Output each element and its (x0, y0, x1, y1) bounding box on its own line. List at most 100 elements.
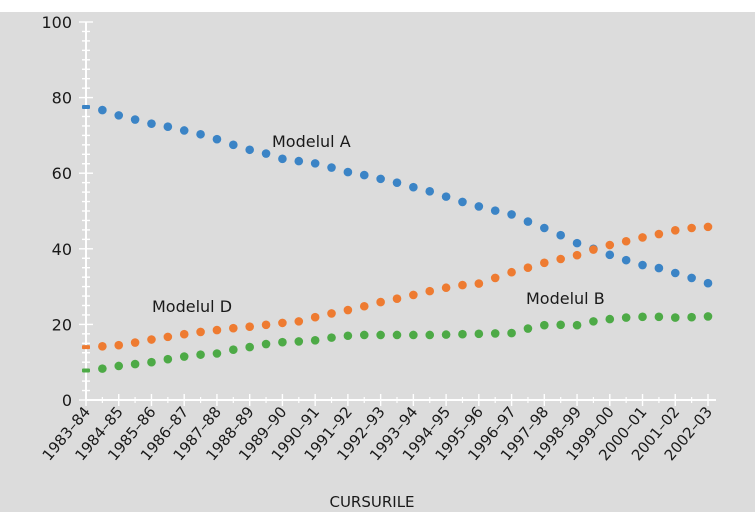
point-modelul-d (638, 233, 647, 242)
point-modelul-d (458, 280, 467, 290)
point-modelul-a (229, 140, 238, 150)
point-modelul-d (507, 267, 516, 277)
point-modelul-b (670, 313, 680, 322)
point-modelul-a (114, 111, 124, 120)
point-modelul-d (163, 332, 173, 342)
point-modelul-a (638, 260, 647, 270)
point-modelul-b (392, 330, 402, 340)
point-modelul-b (196, 350, 205, 359)
point-modelul-a (294, 156, 304, 166)
point-modelul-a (212, 134, 222, 144)
point-modelul-b (572, 320, 582, 330)
point-modelul-a (327, 163, 336, 172)
point-modelul-b (82, 368, 90, 373)
point-modelul-d (114, 340, 124, 350)
point-modelul-b (163, 354, 173, 364)
point-modelul-d (212, 325, 222, 335)
point-modelul-d (474, 279, 484, 288)
point-modelul-d (245, 322, 254, 331)
point-modelul-a (540, 223, 549, 233)
point-modelul-b (523, 324, 533, 333)
point-modelul-a (245, 145, 254, 155)
point-modelul-d (376, 297, 385, 307)
point-modelul-a (359, 170, 369, 180)
point-modelul-a (572, 238, 582, 248)
point-modelul-a (343, 167, 353, 177)
point-modelul-b (687, 312, 696, 322)
point-modelul-a (196, 129, 205, 139)
point-modelul-b (409, 330, 418, 340)
annotation-modelul-b: Modelul B (526, 289, 605, 308)
point-modelul-d (130, 338, 140, 347)
point-modelul-b (638, 312, 647, 322)
annotation-modelul-d: Modelul D (152, 297, 232, 316)
point-modelul-d (589, 245, 598, 254)
point-modelul-d (392, 294, 402, 303)
point-modelul-b (310, 335, 320, 345)
point-modelul-d (147, 335, 156, 344)
point-modelul-d (490, 273, 500, 283)
point-modelul-b (294, 337, 304, 346)
point-modelul-a (441, 192, 451, 201)
point-modelul-d (654, 229, 664, 239)
point-modelul-d (179, 329, 189, 339)
point-modelul-d (572, 250, 582, 260)
point-modelul-b (343, 331, 353, 341)
y-tick-label: 0 (62, 391, 72, 410)
point-modelul-b (425, 330, 435, 340)
point-modelul-b (490, 329, 500, 338)
point-modelul-b (245, 342, 254, 352)
y-tick-label: 20 (52, 315, 72, 334)
point-modelul-b (278, 337, 287, 347)
point-modelul-a (163, 122, 173, 132)
y-tick-label: 80 (52, 89, 72, 108)
point-modelul-b (621, 313, 631, 322)
point-modelul-d (196, 327, 205, 337)
point-modelul-d (540, 258, 549, 268)
point-modelul-a (147, 119, 156, 128)
point-modelul-a (703, 278, 713, 288)
point-modelul-a (687, 273, 696, 283)
point-modelul-a (261, 149, 271, 158)
point-modelul-b (703, 312, 713, 321)
point-modelul-d (425, 286, 435, 296)
point-modelul-a (179, 126, 189, 135)
point-modelul-d (523, 263, 533, 273)
point-modelul-b (474, 329, 484, 339)
point-modelul-d (261, 320, 271, 330)
point-modelul-d (310, 312, 320, 322)
annotation-modelul-a: Modelul A (272, 132, 351, 151)
point-modelul-a (310, 159, 320, 168)
point-modelul-b (540, 320, 549, 330)
point-modelul-a (458, 197, 467, 207)
y-tick-label: 40 (52, 240, 72, 259)
point-modelul-b (147, 357, 156, 367)
point-modelul-b (327, 333, 336, 342)
point-modelul-d (229, 323, 238, 333)
y-tick-label: 100 (41, 13, 72, 32)
point-modelul-d (605, 240, 615, 250)
point-modelul-d (327, 309, 336, 318)
point-modelul-a (621, 255, 631, 265)
point-modelul-a (409, 182, 418, 192)
point-modelul-a (130, 115, 140, 124)
point-modelul-d (294, 317, 304, 326)
y-axis: 0 20 40 60 80 100 (41, 13, 93, 410)
point-modelul-a (523, 217, 533, 226)
point-modelul-b (507, 328, 516, 338)
point-modelul-d (278, 318, 287, 328)
point-modelul-a (605, 250, 615, 260)
point-modelul-b (458, 329, 467, 339)
point-modelul-b (605, 314, 615, 324)
point-modelul-d (82, 345, 90, 350)
point-modelul-b (441, 330, 451, 339)
data-points (82, 105, 713, 373)
point-modelul-d (409, 290, 418, 300)
point-modelul-b (114, 361, 124, 371)
point-modelul-d (556, 254, 565, 264)
point-modelul-d (98, 342, 107, 351)
x-axis-title: CURSURILE (329, 493, 414, 511)
point-modelul-a (556, 230, 565, 240)
point-modelul-a (98, 105, 107, 115)
